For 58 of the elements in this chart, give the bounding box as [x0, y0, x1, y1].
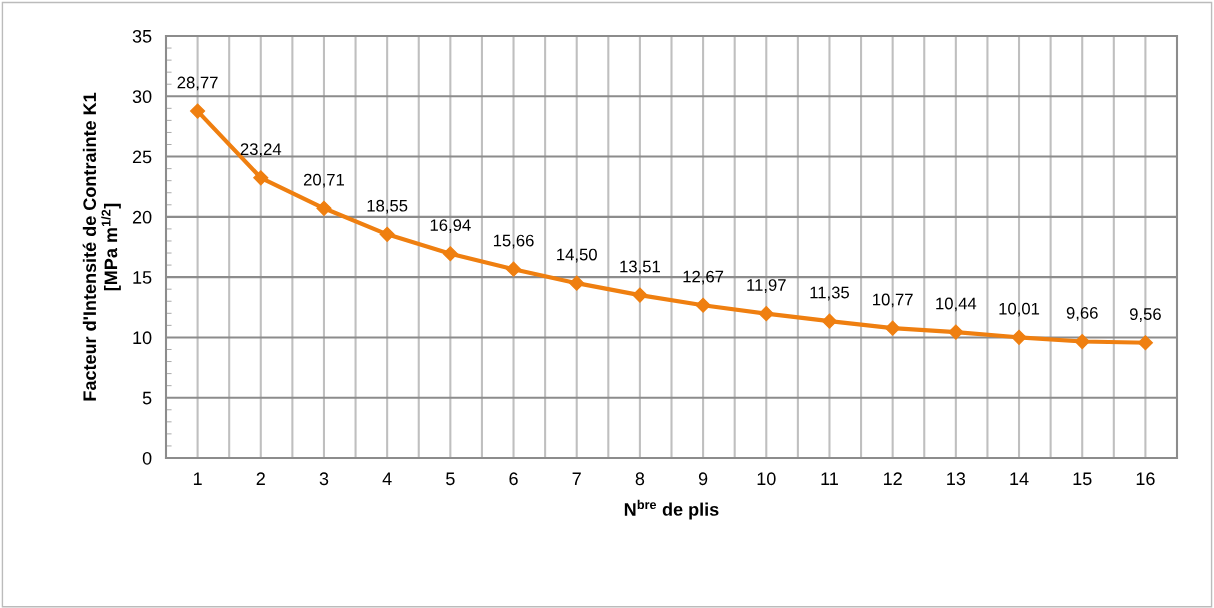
data-label: 12,67 [683, 270, 724, 285]
x-tick-label: 7 [572, 472, 581, 485]
y-tick-label: 5 [142, 391, 152, 405]
data-label: 9,66 [1066, 306, 1098, 321]
x-tick-label: 13 [947, 472, 966, 486]
x-tick-label: 10 [757, 472, 776, 486]
data-label: 11,97 [747, 279, 786, 293]
x-tick-label: 4 [382, 472, 392, 485]
point [442, 246, 458, 262]
point [695, 297, 711, 313]
y-tick-label: 20 [132, 210, 152, 224]
y-tick-label: 30 [132, 90, 152, 104]
data-label: 18,55 [367, 199, 408, 214]
y-tick-label: 35 [132, 29, 152, 43]
y-axis-title: Facteur d'Intensité de Contrainte K1 [MPa m$^{1/2}$] [82, 92, 121, 401]
point [253, 170, 269, 186]
point [948, 324, 964, 340]
data-label: 10,44 [936, 297, 977, 312]
data-label: 16,94 [430, 219, 471, 233]
x-tick-label: 1 [193, 472, 202, 485]
point [1074, 333, 1090, 350]
x-tick-label: 2 [256, 472, 265, 485]
x-tick-label: 11 [821, 472, 838, 485]
point [505, 261, 522, 277]
x-tick-label: 9 [698, 472, 708, 486]
x-tick-label: 14 [1010, 472, 1029, 485]
data-label: 13,51 [620, 260, 660, 275]
x-tick-label: 15 [1073, 472, 1092, 486]
point [1011, 329, 1027, 345]
data-label: 23,24 [240, 143, 282, 158]
point [316, 200, 332, 216]
x-tick-label: 16 [1136, 472, 1155, 486]
y-tick-label: 0 [142, 451, 152, 465]
point [632, 287, 648, 303]
data-label: 10,77 [873, 293, 913, 308]
data-label: 28,77 [177, 76, 218, 91]
y-tick-label: 10 [133, 331, 152, 345]
x-tick-label: 8 [635, 472, 645, 486]
point [1137, 335, 1153, 351]
y-tick-label: 25 [132, 150, 152, 164]
x-tick-label: 3 [319, 472, 329, 486]
data-label: 14,50 [557, 248, 597, 263]
point [821, 313, 838, 329]
point [569, 275, 585, 291]
x-axis-title: N$^{bre}$ de plis [624, 499, 719, 520]
x-tick-label: 12 [883, 472, 902, 485]
data-label: 20,71 [303, 173, 345, 188]
data-label: 15,66 [493, 234, 534, 249]
point [190, 103, 206, 119]
data-label: 9,56 [1129, 308, 1161, 322]
point [758, 306, 774, 322]
x-tick-label: 6 [509, 472, 518, 486]
point [379, 226, 395, 242]
data-label: 10,01 [999, 302, 1040, 317]
point [885, 320, 901, 336]
x-tick-label: 5 [446, 472, 455, 486]
data-label: 11,35 [810, 286, 850, 301]
y-tick-label: 15 [133, 271, 152, 284]
